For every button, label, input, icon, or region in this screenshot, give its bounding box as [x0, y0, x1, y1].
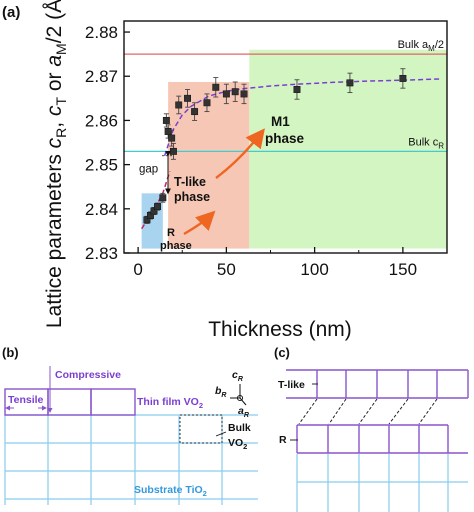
- r-label: R: [279, 434, 287, 446]
- axes: 0 50 100 150 2.83 2.84 2.85 2.86 2.87 2.88: [85, 20, 448, 279]
- panel-a-label: (a): [2, 4, 20, 21]
- y-tick-label-5: 2.88: [85, 23, 118, 42]
- compressive-label: Compressive: [55, 369, 121, 381]
- marker: [240, 90, 248, 98]
- marker: [191, 108, 199, 116]
- marker: [143, 216, 151, 224]
- data-point-19: [399, 68, 407, 89]
- data-point-17: [293, 79, 301, 100]
- marker: [293, 86, 301, 93]
- marker: [203, 99, 211, 107]
- marker: [150, 207, 158, 215]
- data-point-1: [147, 211, 154, 220]
- marker: [169, 147, 177, 155]
- marker: [175, 101, 183, 109]
- data-point-13: [212, 77, 220, 98]
- axis-b-label: bR: [215, 385, 226, 399]
- data-point-18: [346, 72, 354, 94]
- crystal-axes: cR bR aR: [215, 369, 249, 419]
- marker: [346, 79, 354, 87]
- data-point-12: [203, 93, 211, 113]
- marker: [399, 74, 407, 82]
- r-cells: [296, 424, 468, 454]
- t-like-label-top: T-like: [174, 175, 206, 189]
- x-axis-label: Thickness (nm): [208, 318, 352, 341]
- substrate-grid: [4, 414, 258, 505]
- m1-label-bottom: phase: [265, 131, 305, 146]
- panel-c: (c) T-like: [274, 345, 469, 512]
- m1-label-top: M1: [271, 114, 290, 129]
- t-like-label-bottom: phase: [174, 190, 210, 204]
- substrate-label: Substrate TiO2: [134, 484, 207, 498]
- marker: [147, 211, 154, 219]
- t-like-cells: [286, 369, 469, 399]
- y-tick-label-2: 2.85: [85, 156, 118, 175]
- r-phase-label-top: R: [167, 227, 175, 239]
- y-axis-label: Lattice parameters cR, cT or aM/2 (Å): [43, 0, 69, 328]
- bulk-vo2-label: VO2: [228, 437, 247, 451]
- panel-c-label: (c): [274, 345, 290, 360]
- marker: [184, 94, 191, 102]
- y-tick-label-0: 2.83: [85, 244, 118, 263]
- panel-b-label: (b): [2, 345, 19, 360]
- c-substrate-grid: [296, 454, 468, 512]
- t-like-label: T-like: [278, 379, 305, 391]
- axis-c-label: cR: [232, 369, 243, 383]
- x-tick-label-2: 100: [300, 260, 328, 279]
- data-point-9: [175, 95, 183, 115]
- transition-arrow-2: [215, 128, 265, 179]
- marker: [168, 134, 176, 142]
- bulk-pointer: [215, 431, 227, 437]
- marker: [231, 88, 239, 96]
- y-tick-label-1: 2.84: [85, 200, 118, 219]
- y-tick-label-4: 2.87: [85, 67, 118, 86]
- tensile-label: Tensile: [8, 394, 44, 406]
- data-point-3: [154, 202, 161, 211]
- connector-lines: [298, 398, 438, 425]
- x-tick-label-1: 50: [217, 260, 236, 279]
- reference-label-1: Bulk cR: [408, 136, 444, 150]
- marker: [154, 203, 161, 211]
- marker: [222, 90, 230, 98]
- r-phase-label-bottom: phase: [160, 240, 192, 252]
- transition-arrow-1: [183, 210, 216, 236]
- bulk-cell: [179, 414, 223, 444]
- y-tick-label-3: 2.86: [85, 111, 118, 130]
- x-tick-label-3: 150: [389, 260, 417, 279]
- marker: [159, 194, 167, 202]
- data-point-15: [231, 81, 239, 102]
- chart-a: Bulk aM/2 Bulk cR 0 50 100 150 2.83 2.84 2.85 2.…: [85, 20, 448, 279]
- bulk-label: Bulk: [228, 422, 251, 434]
- thin-film-label: Thin film VO2: [137, 396, 203, 410]
- panel-b: (b) Compressive Tensile: [2, 345, 258, 505]
- data-point-11: [191, 102, 199, 121]
- reference-label-0: Bulk aM/2: [398, 39, 444, 53]
- gap-label: gap: [139, 164, 158, 176]
- data-point-10: [184, 89, 191, 108]
- reference-lines: Bulk aM/2 Bulk cR: [124, 39, 447, 152]
- marker: [162, 116, 170, 124]
- data-point-14: [222, 83, 230, 105]
- x-tick-label-0: 0: [133, 260, 142, 279]
- thin-film-cells: [4, 388, 136, 416]
- data-points: [143, 68, 407, 224]
- marker: [164, 128, 172, 135]
- data-point-4: [159, 192, 167, 203]
- plot-frame: [123, 20, 448, 254]
- marker: [212, 83, 220, 91]
- axis-a-label: aR: [238, 405, 249, 419]
- data-point-16: [240, 83, 248, 105]
